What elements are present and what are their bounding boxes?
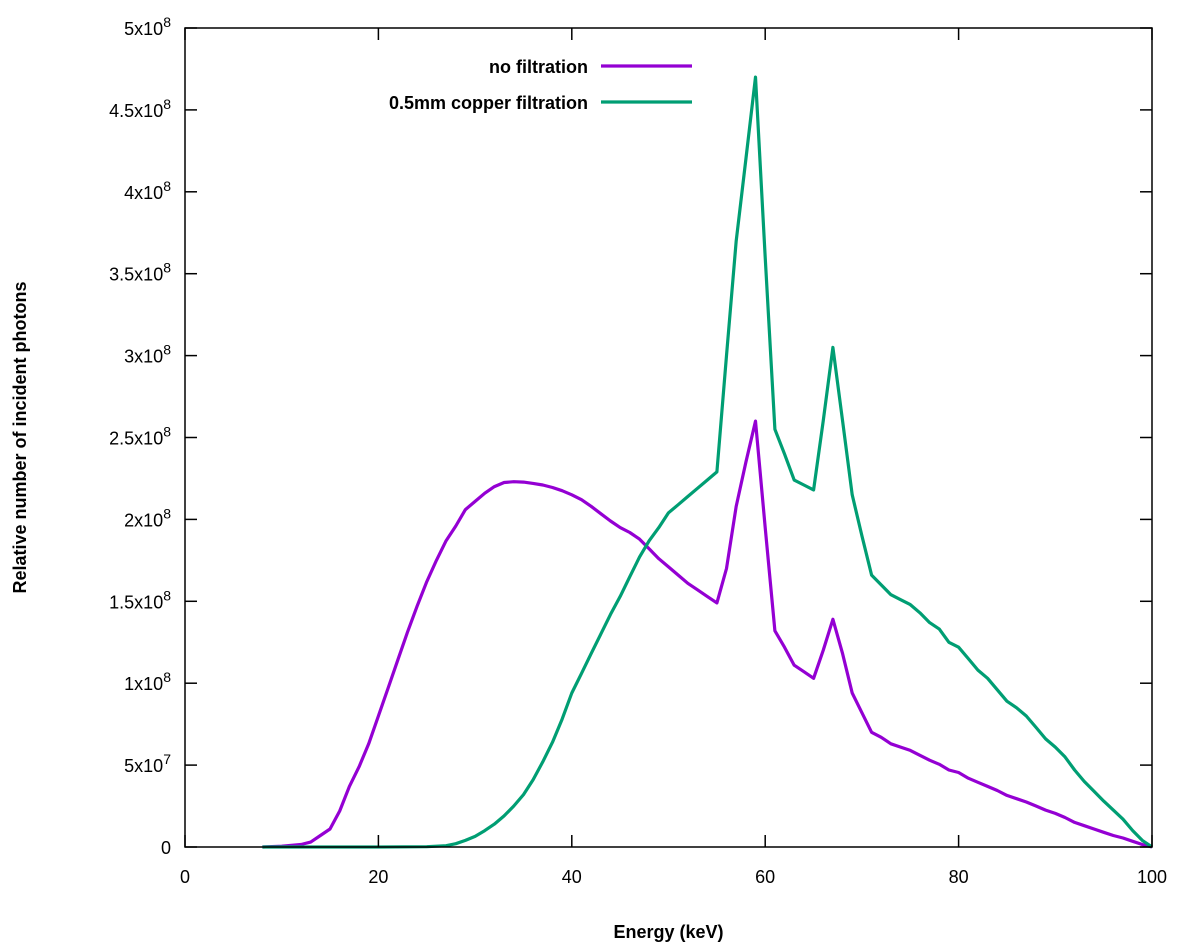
y-tick-label: 4x108 <box>124 178 171 203</box>
legend: no filtration 0.5mm copper filtration <box>389 57 692 113</box>
y-tick-exponent: 8 <box>163 342 171 358</box>
y-tick-mantissa: 3.5x10 <box>109 265 163 285</box>
y-tick-label: 4.5x108 <box>109 96 171 121</box>
y-tick-label: 3.5x108 <box>109 260 171 285</box>
y-tick-mantissa: 1.5x10 <box>109 592 163 612</box>
y-tick-mantissa: 5x10 <box>124 19 163 39</box>
y-tick-label: 1x108 <box>124 669 171 694</box>
y-tick-exponent: 8 <box>163 178 171 194</box>
y-axis-ticks: 05x1071x1081.5x1082x1082.5x1083x1083.5x1… <box>109 14 1152 858</box>
x-axis-label: Energy (keV) <box>613 922 723 942</box>
y-axis-label: Relative number of incident photons <box>10 281 30 593</box>
x-tick-label: 0 <box>180 867 190 887</box>
legend-label: no filtration <box>489 57 588 77</box>
y-tick-mantissa: 5x10 <box>124 756 163 776</box>
y-tick-label: 5x108 <box>124 14 171 39</box>
y-tick-mantissa: 1x10 <box>124 674 163 694</box>
y-tick-exponent: 8 <box>163 260 171 276</box>
y-tick-exponent: 8 <box>163 424 171 440</box>
y-tick-label: 1.5x108 <box>109 587 171 612</box>
y-tick-exponent: 8 <box>163 96 171 112</box>
y-tick-exponent: 8 <box>163 14 171 30</box>
y-tick-label: 3x108 <box>124 342 171 367</box>
x-tick-label: 40 <box>562 867 582 887</box>
y-tick-exponent: 7 <box>163 751 171 767</box>
legend-label: 0.5mm copper filtration <box>389 93 588 113</box>
x-tick-label: 100 <box>1137 867 1167 887</box>
plot-lines <box>262 75 1153 849</box>
y-tick-exponent: 8 <box>163 505 171 521</box>
y-tick-exponent: 8 <box>163 669 171 685</box>
y-tick-mantissa: 4x10 <box>124 183 163 203</box>
x-tick-label: 80 <box>949 867 969 887</box>
y-tick-label: 0 <box>161 838 171 858</box>
y-tick-mantissa: 3x10 <box>124 347 163 367</box>
x-axis-ticks: 0 20 40 60 80 100 <box>180 28 1167 887</box>
y-tick-mantissa: 2x10 <box>124 510 163 530</box>
y-tick-label: 2x108 <box>124 505 171 530</box>
y-tick-mantissa: 0 <box>161 838 171 858</box>
series-line-1 <box>262 419 1153 849</box>
y-tick-exponent: 8 <box>163 587 171 603</box>
series-line-2 <box>262 75 1153 849</box>
plot-frame <box>184 27 1153 848</box>
y-tick-label: 2.5x108 <box>109 424 171 449</box>
x-tick-label: 60 <box>755 867 775 887</box>
y-tick-label: 5x107 <box>124 751 171 776</box>
y-tick-mantissa: 4.5x10 <box>109 101 163 121</box>
y-tick-mantissa: 2.5x10 <box>109 429 163 449</box>
x-tick-label: 20 <box>368 867 388 887</box>
